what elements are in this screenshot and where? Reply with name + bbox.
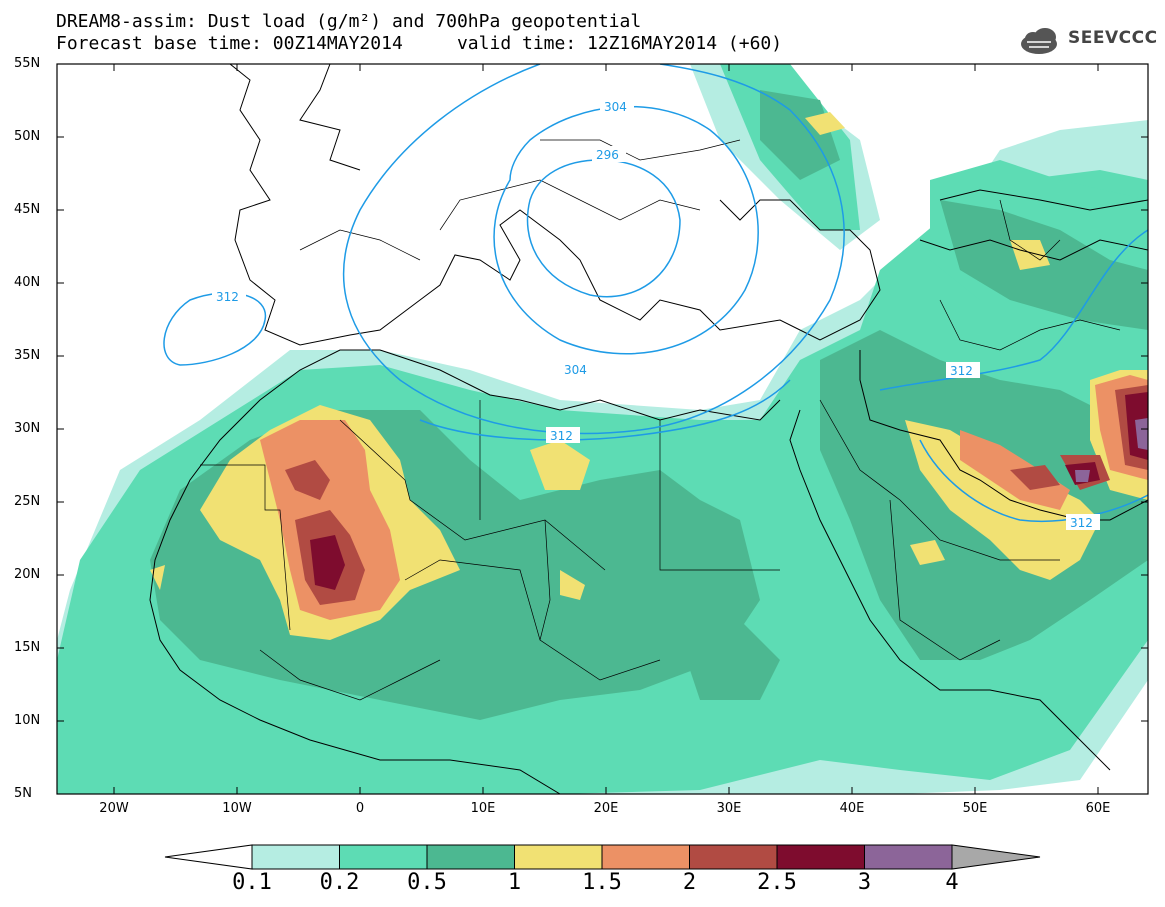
lat-label: 40N [14, 275, 41, 290]
lat-label: 10N [14, 713, 41, 728]
colorbar [164, 844, 1041, 870]
colorbar-swatch [426, 844, 515, 870]
geopotential-contours [163, 64, 1148, 523]
coastlines [149, 64, 1148, 794]
lat-label: 20N [14, 567, 41, 582]
dust-level-3 [1075, 418, 1148, 482]
lon-label: 60E [1085, 801, 1111, 816]
plot-area [57, 64, 1148, 794]
colorbar-swatch [339, 844, 428, 870]
contour-label: 312 [216, 290, 239, 304]
contour-label: 296 [596, 148, 619, 162]
logo-text: SEEVCCC [1068, 28, 1158, 48]
map-title: DREAM8-assim: Dust load (g/m²) and 700hP… [56, 11, 642, 32]
lat-label: 5N [14, 786, 32, 801]
colorbar-swatch [776, 844, 865, 870]
cloud-icon [1021, 28, 1057, 54]
lat-label: 45N [14, 202, 41, 217]
forecast-time-subtitle: Forecast base time: 00Z14MAY2014 valid t… [56, 33, 783, 54]
colorbar-label: 3 [857, 870, 872, 895]
contour-label: 304 [604, 100, 627, 114]
lat-label: 30N [14, 421, 41, 436]
colorbar-label: 0.2 [319, 870, 360, 895]
colorbar-label: 0.5 [407, 870, 447, 895]
contour-labels: 304 296 312 304 312 312 312 [212, 98, 1100, 530]
colorbar-label: 2.5 [757, 870, 797, 895]
contour-label: 312 [550, 429, 573, 443]
colorbar-swatch [864, 844, 953, 870]
colorbar-under-triangle [164, 844, 253, 870]
contour-label: 312 [950, 364, 973, 378]
lon-label: 10E [470, 801, 496, 816]
lon-label: 0 [355, 801, 365, 816]
contour-label: 304 [564, 363, 587, 377]
country-borders [200, 139, 1121, 701]
colorbar-label: 1 [507, 870, 522, 895]
lat-label: 35N [14, 348, 41, 363]
colorbar-label: 1.5 [582, 870, 622, 895]
lat-label: 25N [14, 494, 41, 509]
colorbar-swatch [251, 844, 340, 870]
lat-label: 50N [14, 129, 41, 144]
colorbar-over-triangle [951, 844, 1041, 870]
colorbar-swatch [601, 844, 690, 870]
lon-label: 20E [593, 801, 619, 816]
lon-label: 40E [839, 801, 865, 816]
seevccc-logo [1021, 28, 1057, 54]
lat-label: 15N [14, 640, 41, 655]
colorbar-label: 2 [682, 870, 697, 895]
axis-ticks [57, 63, 1148, 795]
colorbar-swatch [689, 844, 778, 870]
lon-label: 30E [716, 801, 742, 816]
colorbar-label: 0.1 [232, 870, 272, 895]
lat-label: 55N [14, 56, 41, 71]
contour-label: 312 [1070, 516, 1093, 530]
lon-label: 50E [962, 801, 988, 816]
lon-label: 20W [99, 801, 129, 816]
colorbar-swatch [514, 844, 603, 870]
lon-label: 10W [222, 801, 252, 816]
colorbar-label: 4 [945, 870, 959, 895]
